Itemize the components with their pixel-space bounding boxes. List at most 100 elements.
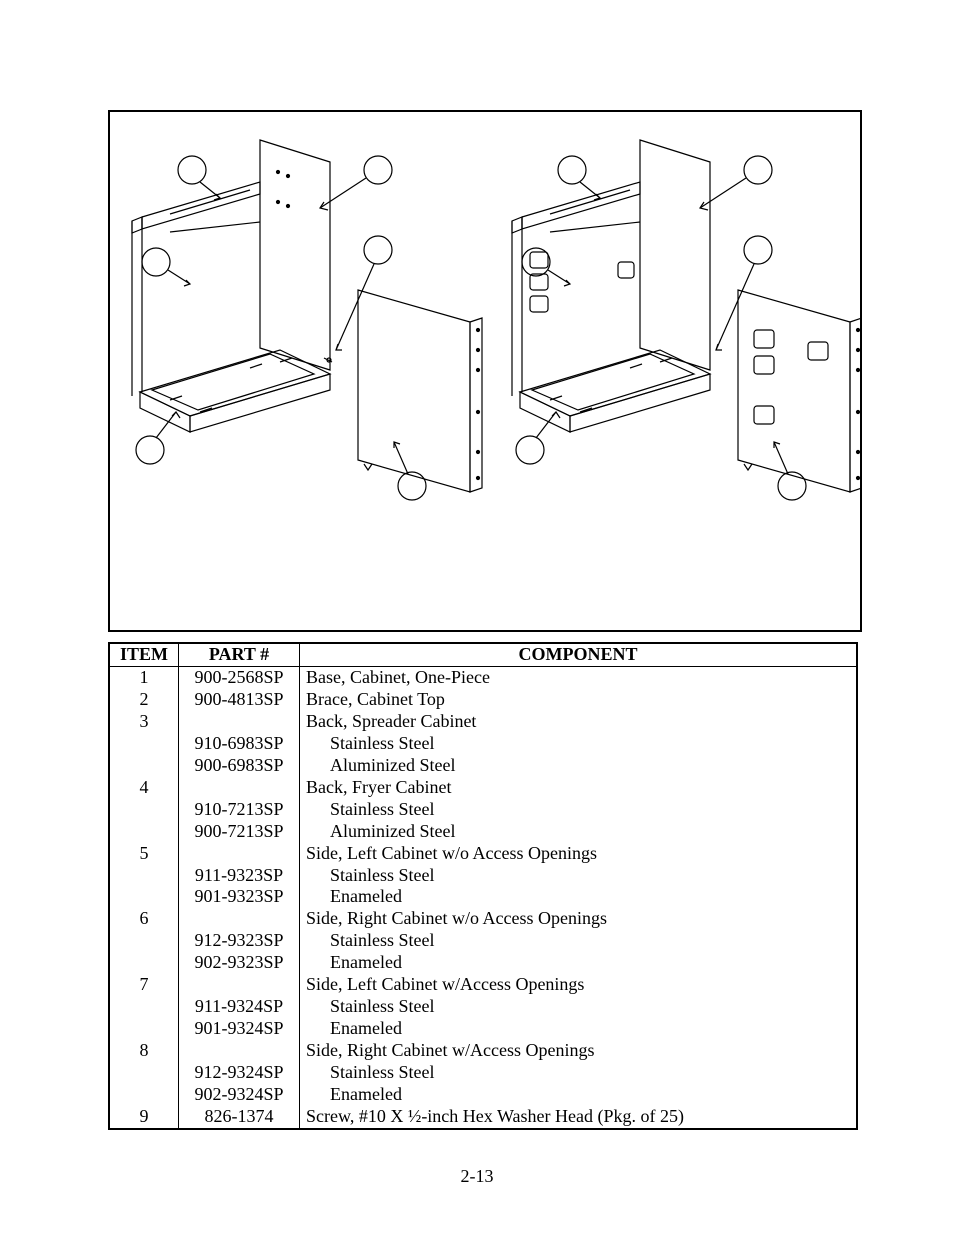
- cell-part: [179, 974, 300, 996]
- table-row: 3 Back, Spreader Cabinet: [109, 711, 857, 733]
- left-side-panel: [358, 290, 482, 492]
- cell-item: [109, 886, 179, 908]
- cell-item: [109, 733, 179, 755]
- cell-item: 9: [109, 1106, 179, 1129]
- table-row: 902-9324SPEnameled: [109, 1084, 857, 1106]
- header-item: ITEM: [109, 643, 179, 666]
- cell-item: [109, 821, 179, 843]
- table-body: 1900-2568SPBase, Cabinet, One-Piece2900-…: [109, 666, 857, 1129]
- cell-component: Back, Spreader Cabinet: [300, 711, 858, 733]
- cell-component: Stainless Steel: [300, 799, 858, 821]
- table-row: 900-7213SPAluminized Steel: [109, 821, 857, 843]
- cell-part: 900-7213SP: [179, 821, 300, 843]
- cell-item: [109, 996, 179, 1018]
- header-component: COMPONENT: [300, 643, 858, 666]
- cell-component: Aluminized Steel: [300, 821, 858, 843]
- page-number: 2-13: [0, 1166, 954, 1187]
- left-front-frame: [132, 217, 142, 396]
- right-back-panel: [530, 140, 710, 370]
- table-row: 912-9324SPStainless Steel: [109, 1062, 857, 1084]
- cell-item: 5: [109, 843, 179, 865]
- left-base: [140, 350, 330, 432]
- cell-component: Back, Fryer Cabinet: [300, 777, 858, 799]
- cell-component: Side, Right Cabinet w/Access Openings: [300, 1040, 858, 1062]
- table-row: 911-9324SPStainless Steel: [109, 996, 857, 1018]
- right-hinge-icon: [744, 464, 752, 470]
- cell-part: 826-1374: [179, 1106, 300, 1129]
- table-row: 4 Back, Fryer Cabinet: [109, 777, 857, 799]
- cell-component: Stainless Steel: [300, 1062, 858, 1084]
- cell-item: 7: [109, 974, 179, 996]
- left-hinge-icon: [364, 464, 372, 470]
- cell-part: 900-4813SP: [179, 689, 300, 711]
- cell-component: Base, Cabinet, One-Piece: [300, 666, 858, 688]
- table-row: 900-6983SPAluminized Steel: [109, 755, 857, 777]
- right-callouts: [516, 156, 806, 500]
- cell-component: Enameled: [300, 952, 858, 974]
- table-row: 5 Side, Left Cabinet w/o Access Openings: [109, 843, 857, 865]
- cell-component: Enameled: [300, 1018, 858, 1040]
- cell-component: Brace, Cabinet Top: [300, 689, 858, 711]
- parts-table: ITEM PART # COMPONENT 1900-2568SPBase, C…: [108, 642, 858, 1130]
- table-row: 7 Side, Left Cabinet w/Access Openings: [109, 974, 857, 996]
- cell-part: 902-9323SP: [179, 952, 300, 974]
- cell-component: Stainless Steel: [300, 865, 858, 887]
- cell-part: [179, 908, 300, 930]
- cell-part: 911-9324SP: [179, 996, 300, 1018]
- cell-part: 901-9323SP: [179, 886, 300, 908]
- table-row: 910-6983SPStainless Steel: [109, 733, 857, 755]
- table-header-row: ITEM PART # COMPONENT: [109, 643, 857, 666]
- cell-item: 3: [109, 711, 179, 733]
- cell-component: Stainless Steel: [300, 930, 858, 952]
- cell-part: 910-7213SP: [179, 799, 300, 821]
- cell-part: [179, 711, 300, 733]
- cell-component: Stainless Steel: [300, 996, 858, 1018]
- cell-part: 910-6983SP: [179, 733, 300, 755]
- table-row: 9826-1374Screw, #10 X ½-inch Hex Washer …: [109, 1106, 857, 1129]
- cell-item: 4: [109, 777, 179, 799]
- cell-part: [179, 1040, 300, 1062]
- cell-part: 911-9323SP: [179, 865, 300, 887]
- cell-part: 902-9324SP: [179, 1084, 300, 1106]
- cell-component: Stainless Steel: [300, 733, 858, 755]
- cell-part: [179, 843, 300, 865]
- cell-part: 912-9324SP: [179, 1062, 300, 1084]
- cell-part: 900-2568SP: [179, 666, 300, 688]
- exploded-diagram: [108, 110, 862, 632]
- table-row: 910-7213SPStainless Steel: [109, 799, 857, 821]
- cell-item: 8: [109, 1040, 179, 1062]
- cell-item: [109, 799, 179, 821]
- cell-part: 900-6983SP: [179, 755, 300, 777]
- table-row: 901-9323SPEnameled: [109, 886, 857, 908]
- header-part: PART #: [179, 643, 300, 666]
- cell-item: [109, 1062, 179, 1084]
- page: ITEM PART # COMPONENT 1900-2568SPBase, C…: [0, 0, 954, 1235]
- table-row: 2900-4813SPBrace, Cabinet Top: [109, 689, 857, 711]
- table-row: 902-9323SPEnameled: [109, 952, 857, 974]
- table-row: 1900-2568SPBase, Cabinet, One-Piece: [109, 666, 857, 688]
- cell-component: Aluminized Steel: [300, 755, 858, 777]
- cell-component: Side, Right Cabinet w/o Access Openings: [300, 908, 858, 930]
- cell-component: Screw, #10 X ½-inch Hex Washer Head (Pkg…: [300, 1106, 858, 1129]
- right-front-frame: [512, 217, 522, 396]
- cell-item: [109, 930, 179, 952]
- left-callouts: [136, 156, 426, 500]
- table-row: 901-9324SPEnameled: [109, 1018, 857, 1040]
- left-back-panel: [260, 140, 330, 370]
- cell-item: 6: [109, 908, 179, 930]
- right-top-brace: [512, 182, 640, 233]
- table-row: 912-9323SPStainless Steel: [109, 930, 857, 952]
- cell-item: [109, 1018, 179, 1040]
- table-row: 6 Side, Right Cabinet w/o Access Openings: [109, 908, 857, 930]
- left-top-brace: [132, 182, 260, 233]
- cell-part: [179, 777, 300, 799]
- left-screw: [324, 358, 332, 362]
- diagram-svg: [110, 112, 860, 630]
- cell-item: [109, 865, 179, 887]
- table-row: 8 Side, Right Cabinet w/Access Openings: [109, 1040, 857, 1062]
- cell-component: Side, Left Cabinet w/Access Openings: [300, 974, 858, 996]
- cell-component: Enameled: [300, 886, 858, 908]
- table-row: 911-9323SPStainless Steel: [109, 865, 857, 887]
- cell-component: Side, Left Cabinet w/o Access Openings: [300, 843, 858, 865]
- cell-item: [109, 755, 179, 777]
